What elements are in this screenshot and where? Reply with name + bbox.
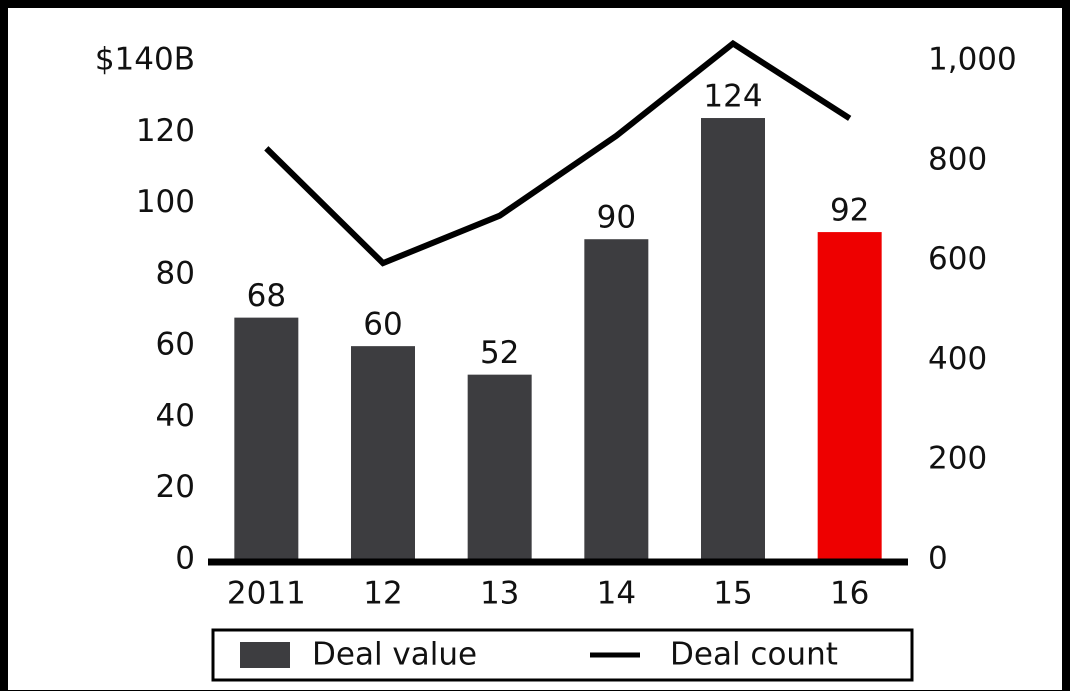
legend-label: Deal value (312, 637, 477, 673)
legend-swatch (240, 642, 290, 668)
y-tick-label: 0 (175, 541, 195, 577)
y2-tick-label: 1,000 (928, 42, 1017, 78)
value-label: 52 (480, 335, 519, 371)
y2-tick-label: 0 (928, 541, 948, 577)
bar (467, 374, 532, 560)
bar (584, 239, 649, 560)
y-tick-label: 20 (156, 469, 195, 505)
value-label: 90 (597, 200, 636, 236)
y-tick-label: 80 (156, 255, 195, 291)
x-tick-label: 16 (830, 576, 869, 612)
bar (234, 317, 299, 560)
x-tick-label: 12 (363, 576, 402, 612)
line (264, 39, 852, 267)
x-tick-label: 13 (480, 576, 519, 612)
y2-tick-label: 800 (928, 141, 987, 177)
bar (701, 118, 765, 561)
bar (351, 346, 415, 560)
value-label: 60 (363, 307, 402, 343)
y-tick-label: 40 (156, 398, 195, 434)
value-label: 124 (703, 79, 762, 115)
y2-tick-label: 200 (928, 441, 987, 477)
value-label: 92 (830, 193, 869, 229)
y2-tick-label: 600 (928, 241, 987, 277)
legend-label: Deal count (670, 637, 838, 673)
y-tick-label: $140B (95, 42, 195, 78)
y-tick-label: 120 (136, 113, 195, 149)
y-tick-label: 60 (156, 327, 195, 363)
legend-box (211, 628, 914, 682)
y2-tick-label: 400 (928, 341, 987, 377)
x-tick-label: 14 (597, 576, 636, 612)
x-tick-label: 2011 (227, 576, 306, 612)
value-label: 68 (247, 278, 286, 314)
y-tick-label: 100 (136, 184, 195, 220)
bar (817, 232, 882, 561)
x-tick-label: 15 (713, 576, 752, 612)
